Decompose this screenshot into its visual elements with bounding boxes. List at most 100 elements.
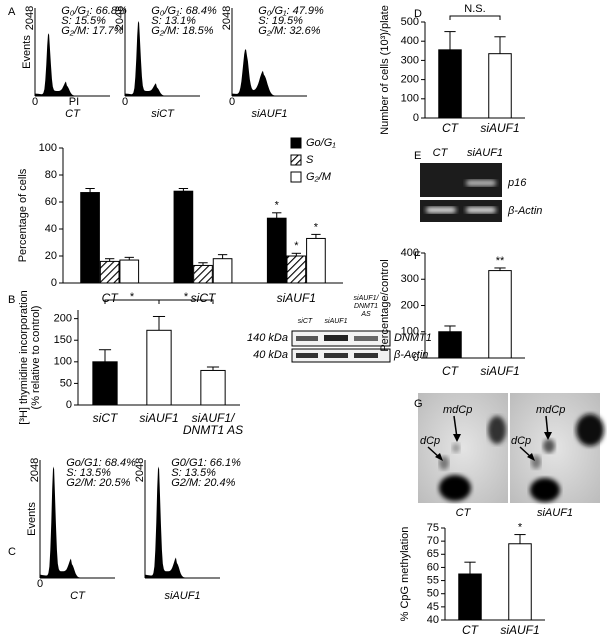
y-tick-label: 0: [66, 399, 72, 411]
spot-label: dCp: [420, 435, 440, 447]
flow-xmin: 0: [37, 578, 43, 590]
bar: [173, 190, 194, 284]
legend-label: Go/G₁: [306, 137, 336, 149]
bar: [80, 192, 100, 284]
y-axis-label: % CpG methylation: [399, 527, 411, 622]
legend-swatch: [290, 171, 302, 183]
x-tick-label: siAUF1/ DNMT1 AS: [182, 411, 244, 437]
flow-stat: S: 13.1%: [151, 15, 196, 27]
gel-band: [426, 207, 456, 213]
panel-label: B: [8, 294, 15, 306]
y-tick-label: 60: [45, 196, 57, 208]
flow-stat: S: 15.5%: [61, 15, 106, 27]
bar: [266, 217, 287, 284]
y-tick-label: 200: [401, 74, 419, 86]
blot-band: [324, 353, 348, 358]
lane-label: CT: [433, 147, 449, 159]
significance: *: [184, 291, 189, 303]
y-tick-label: 300: [401, 54, 419, 66]
tlc-image: [418, 393, 508, 503]
bar: [438, 331, 462, 359]
flow-ymax: 2048: [221, 6, 233, 30]
x-tick-label: siAUF1: [139, 411, 179, 425]
x-tick-label: siAUF1: [276, 291, 316, 305]
flow-stat: Go/G1: 68.4%: [66, 457, 136, 469]
significance: *: [130, 291, 135, 303]
significance: *: [314, 221, 319, 233]
flow-histogram: [145, 466, 220, 578]
y-tick-label: 100: [401, 326, 419, 338]
marker-label: 40 kDa: [253, 349, 288, 361]
flow-stat: S: 13.5%: [171, 467, 216, 479]
y-tick-label: 50: [60, 377, 72, 389]
flow-xmin: 0: [32, 96, 38, 108]
y-tick-label: 65: [427, 548, 439, 560]
bar: [119, 259, 140, 284]
band-label: DNMT1: [394, 332, 432, 344]
y-tick-label: 50: [427, 588, 439, 600]
lane-label: siAUF1/ DNMT1 AS: [353, 295, 379, 318]
y-tick-label: 60: [427, 561, 439, 573]
bar: [438, 49, 462, 119]
x-tick-label: CT: [442, 121, 458, 135]
y-tick-label: 300: [401, 273, 419, 285]
lane-label: siCT: [297, 318, 313, 325]
y-tick-label: 80: [45, 169, 57, 181]
x-tick-label: siAUF1: [500, 623, 540, 637]
blot-band: [354, 353, 378, 358]
y-tick-label: 45: [427, 601, 439, 613]
sample-label: siAUF1: [537, 507, 573, 519]
panel-label: C: [8, 546, 16, 558]
flow-ymax: 2048: [134, 458, 146, 482]
y-tick-label: 100: [39, 142, 57, 154]
panel-label: G: [414, 398, 423, 410]
bar: [99, 260, 120, 284]
blot-band: [354, 336, 378, 341]
bar: [92, 361, 118, 406]
legend-label: G₂/M: [306, 171, 332, 183]
significance: *: [294, 240, 299, 252]
legend-label: S: [306, 154, 314, 166]
flow-stat: G2/M: 20.4%: [171, 477, 235, 489]
flow-stat: G₂/M: 17.7%: [61, 25, 123, 37]
flow-stat: G0/G1: 66.1%: [171, 457, 241, 469]
x-tick-label: siCT: [190, 291, 216, 305]
blot-band: [296, 336, 318, 341]
flow-stat: G₀/G₁: 47.9%: [258, 5, 324, 17]
x-tick-label: CT: [101, 291, 118, 305]
flow-xmin: 0: [122, 96, 128, 108]
y-tick-label: 150: [54, 334, 72, 346]
flow-stat: G₂/M: 18.5%: [151, 25, 213, 37]
y-axis-label: (% relative to control): [30, 306, 42, 410]
flow-stat: S: 13.5%: [66, 467, 111, 479]
flow-histogram: [125, 21, 200, 96]
spot-label: dCp: [511, 435, 531, 447]
y-tick-label: 400: [401, 35, 419, 47]
flow-sample: CT: [65, 108, 81, 120]
legend-swatch: [290, 137, 302, 149]
band-label: p16: [507, 177, 527, 189]
spot-label: mdCp: [536, 404, 565, 416]
flow-xlabel: PI: [69, 96, 79, 108]
flow-ymax: 2048: [24, 6, 36, 30]
x-tick-label: CT: [462, 623, 478, 637]
marker-label: 140 kDa: [247, 332, 288, 344]
x-tick-label: CT: [442, 364, 458, 378]
y-tick-label: 0: [51, 277, 57, 289]
tlc-image: [510, 393, 604, 503]
panel-label: E: [414, 150, 421, 162]
x-tick-label: siCT: [92, 411, 118, 425]
flow-stat: G₀/G₁: 66.8%: [61, 5, 127, 17]
panel-label: F: [414, 250, 421, 262]
y-tick-label: 200: [401, 299, 419, 311]
y-tick-label: 0: [413, 112, 419, 124]
panel-label: A: [8, 6, 16, 18]
lane-label: siAUF1: [467, 147, 503, 159]
bar: [286, 255, 307, 284]
bar: [193, 264, 213, 284]
y-tick-label: 40: [45, 223, 57, 235]
flow-histogram: [232, 49, 307, 96]
flow-sample: siAUF1: [251, 108, 287, 120]
